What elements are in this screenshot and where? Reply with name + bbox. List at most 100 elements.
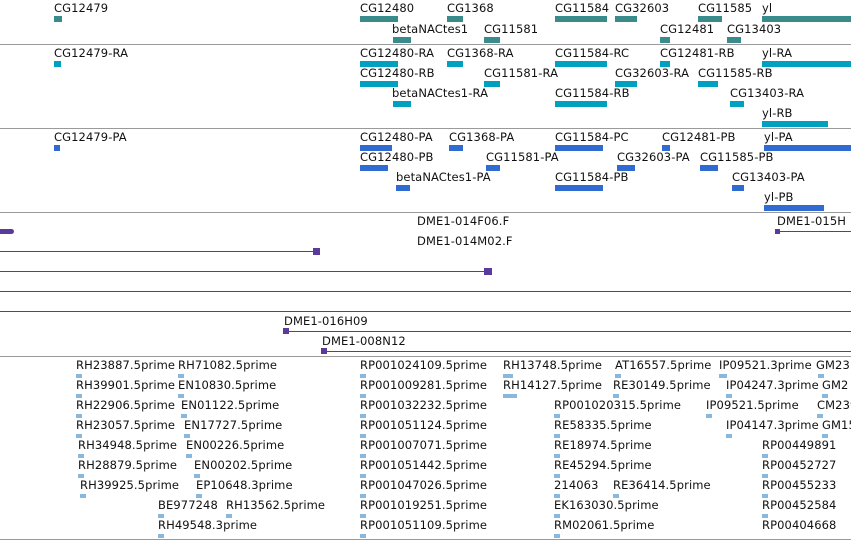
- est-label[interactable]: IP09521.5prime: [706, 398, 799, 412]
- cdna-feature[interactable]: [0, 271, 490, 272]
- transcript-label[interactable]: betaNACtes1-RA: [392, 86, 489, 100]
- est-feature[interactable]: [194, 474, 200, 478]
- est-feature[interactable]: [80, 494, 86, 498]
- cdna-feature[interactable]: [322, 351, 851, 352]
- gene-label[interactable]: CG11585: [698, 1, 753, 15]
- est-feature[interactable]: [762, 514, 768, 518]
- est-feature[interactable]: [719, 374, 727, 378]
- gene-label[interactable]: CG32603: [615, 1, 670, 15]
- protein-feature[interactable]: [486, 165, 500, 171]
- est-feature[interactable]: [554, 414, 560, 418]
- est-label[interactable]: RE45294.5prime: [554, 458, 652, 472]
- protein-label[interactable]: CG1368-PA: [449, 130, 515, 144]
- transcript-feature[interactable]: [555, 61, 607, 67]
- est-label[interactable]: RP001032232.5prime: [360, 398, 488, 412]
- est-feature[interactable]: [360, 394, 366, 398]
- est-label[interactable]: RP00452727: [762, 458, 837, 472]
- transcript-label[interactable]: CG12481-RB: [660, 46, 735, 60]
- cdna-label[interactable]: DME1-014F06.F: [417, 214, 510, 228]
- protein-label[interactable]: CG12480-PB: [360, 150, 434, 164]
- transcript-feature[interactable]: [360, 61, 398, 67]
- est-label[interactable]: IP09521.3prime: [719, 358, 812, 372]
- est-feature[interactable]: [554, 514, 560, 518]
- est-label[interactable]: RH23057.5prime: [76, 418, 176, 432]
- est-label[interactable]: RP001051109.5prime: [360, 518, 488, 532]
- est-label[interactable]: EN10830.5prime: [178, 378, 277, 392]
- gene-label[interactable]: CG1368: [447, 1, 494, 15]
- gene-feature[interactable]: [484, 37, 500, 43]
- cdna-feature[interactable]: [777, 231, 851, 232]
- est-feature[interactable]: [613, 494, 619, 498]
- transcript-label[interactable]: CG11585-RB: [698, 66, 773, 80]
- est-feature[interactable]: [76, 374, 82, 378]
- gene-feature[interactable]: [698, 16, 722, 22]
- gene-feature[interactable]: [762, 16, 851, 22]
- est-feature[interactable]: [554, 454, 560, 458]
- est-feature[interactable]: [186, 454, 192, 458]
- transcript-label[interactable]: CG1368-RA: [447, 46, 514, 60]
- est-feature[interactable]: [158, 514, 164, 518]
- est-label[interactable]: RH34948.5prime: [78, 438, 178, 452]
- est-feature[interactable]: [76, 434, 82, 438]
- protein-feature[interactable]: [732, 185, 744, 191]
- est-feature[interactable]: [360, 494, 366, 498]
- est-label[interactable]: RP00449891: [762, 438, 837, 452]
- gene-label[interactable]: CG11581: [484, 22, 539, 36]
- gene-label[interactable]: yl: [762, 1, 773, 15]
- cdna-feature[interactable]: [0, 251, 318, 252]
- transcript-label[interactable]: CG12479-RA: [54, 46, 129, 60]
- cdna-feature[interactable]: [284, 331, 851, 332]
- protein-label[interactable]: betaNACtes1-PA: [396, 170, 491, 184]
- est-feature[interactable]: [554, 494, 560, 498]
- est-label[interactable]: RP001051442.5prime: [360, 458, 488, 472]
- protein-label[interactable]: CG12481-PB: [662, 130, 736, 144]
- transcript-label[interactable]: CG11584-RC: [555, 46, 630, 60]
- est-label[interactable]: RP001047026.5prime: [360, 478, 488, 492]
- transcript-label[interactable]: CG32603-RA: [615, 66, 690, 80]
- transcript-feature[interactable]: [393, 101, 411, 107]
- est-feature[interactable]: [360, 434, 366, 438]
- protein-label[interactable]: CG12480-PA: [360, 130, 433, 144]
- est-label[interactable]: EN00202.5prime: [194, 458, 293, 472]
- protein-feature[interactable]: [617, 165, 635, 171]
- gene-label[interactable]: CG11584: [555, 1, 610, 15]
- est-label[interactable]: RH39901.5prime: [76, 378, 176, 392]
- protein-feature[interactable]: [555, 145, 603, 151]
- est-label[interactable]: IP04147.3prime: [726, 418, 819, 432]
- cdna-feature[interactable]: [0, 291, 851, 292]
- protein-feature[interactable]: [555, 185, 603, 191]
- protein-label[interactable]: yl-PA: [764, 130, 793, 144]
- est-feature[interactable]: [613, 394, 619, 398]
- gene-feature[interactable]: [447, 16, 463, 22]
- est-feature[interactable]: [178, 394, 184, 398]
- est-label[interactable]: EN00226.5prime: [186, 438, 285, 452]
- cdna-label[interactable]: DME1-014M02.F: [417, 234, 513, 248]
- est-label[interactable]: EK163030.5prime: [554, 498, 659, 512]
- transcript-label[interactable]: CG12480-RB: [360, 66, 435, 80]
- protein-feature[interactable]: [449, 145, 463, 151]
- est-label[interactable]: RP001024109.5prime: [360, 358, 488, 372]
- protein-label[interactable]: CG32603-PA: [617, 150, 690, 164]
- est-feature[interactable]: [181, 414, 187, 418]
- est-label[interactable]: RH23887.5prime: [76, 358, 176, 372]
- est-label[interactable]: RP001020315.5prime: [554, 398, 682, 412]
- est-label[interactable]: RH22906.5prime: [76, 398, 176, 412]
- protein-label[interactable]: CG11584-PC: [555, 130, 629, 144]
- cdna-feature[interactable]: [0, 311, 851, 312]
- protein-label[interactable]: yl-PB: [764, 190, 794, 204]
- cdna-label[interactable]: DME1-015H: [777, 214, 847, 228]
- est-feature[interactable]: [822, 434, 828, 438]
- transcript-label[interactable]: yl-RB: [762, 106, 793, 120]
- transcript-feature[interactable]: [660, 61, 670, 67]
- est-label[interactable]: GM2: [822, 378, 849, 392]
- est-feature[interactable]: [78, 474, 84, 478]
- est-feature[interactable]: [360, 414, 366, 418]
- est-feature[interactable]: [503, 374, 513, 378]
- est-feature[interactable]: [818, 374, 824, 378]
- protein-feature[interactable]: [764, 145, 851, 151]
- est-feature[interactable]: [762, 474, 768, 478]
- est-label[interactable]: RP00455233: [762, 478, 837, 492]
- protein-feature[interactable]: [360, 145, 392, 151]
- protein-feature[interactable]: [360, 165, 388, 171]
- est-label[interactable]: RM02061.5prime: [554, 518, 655, 532]
